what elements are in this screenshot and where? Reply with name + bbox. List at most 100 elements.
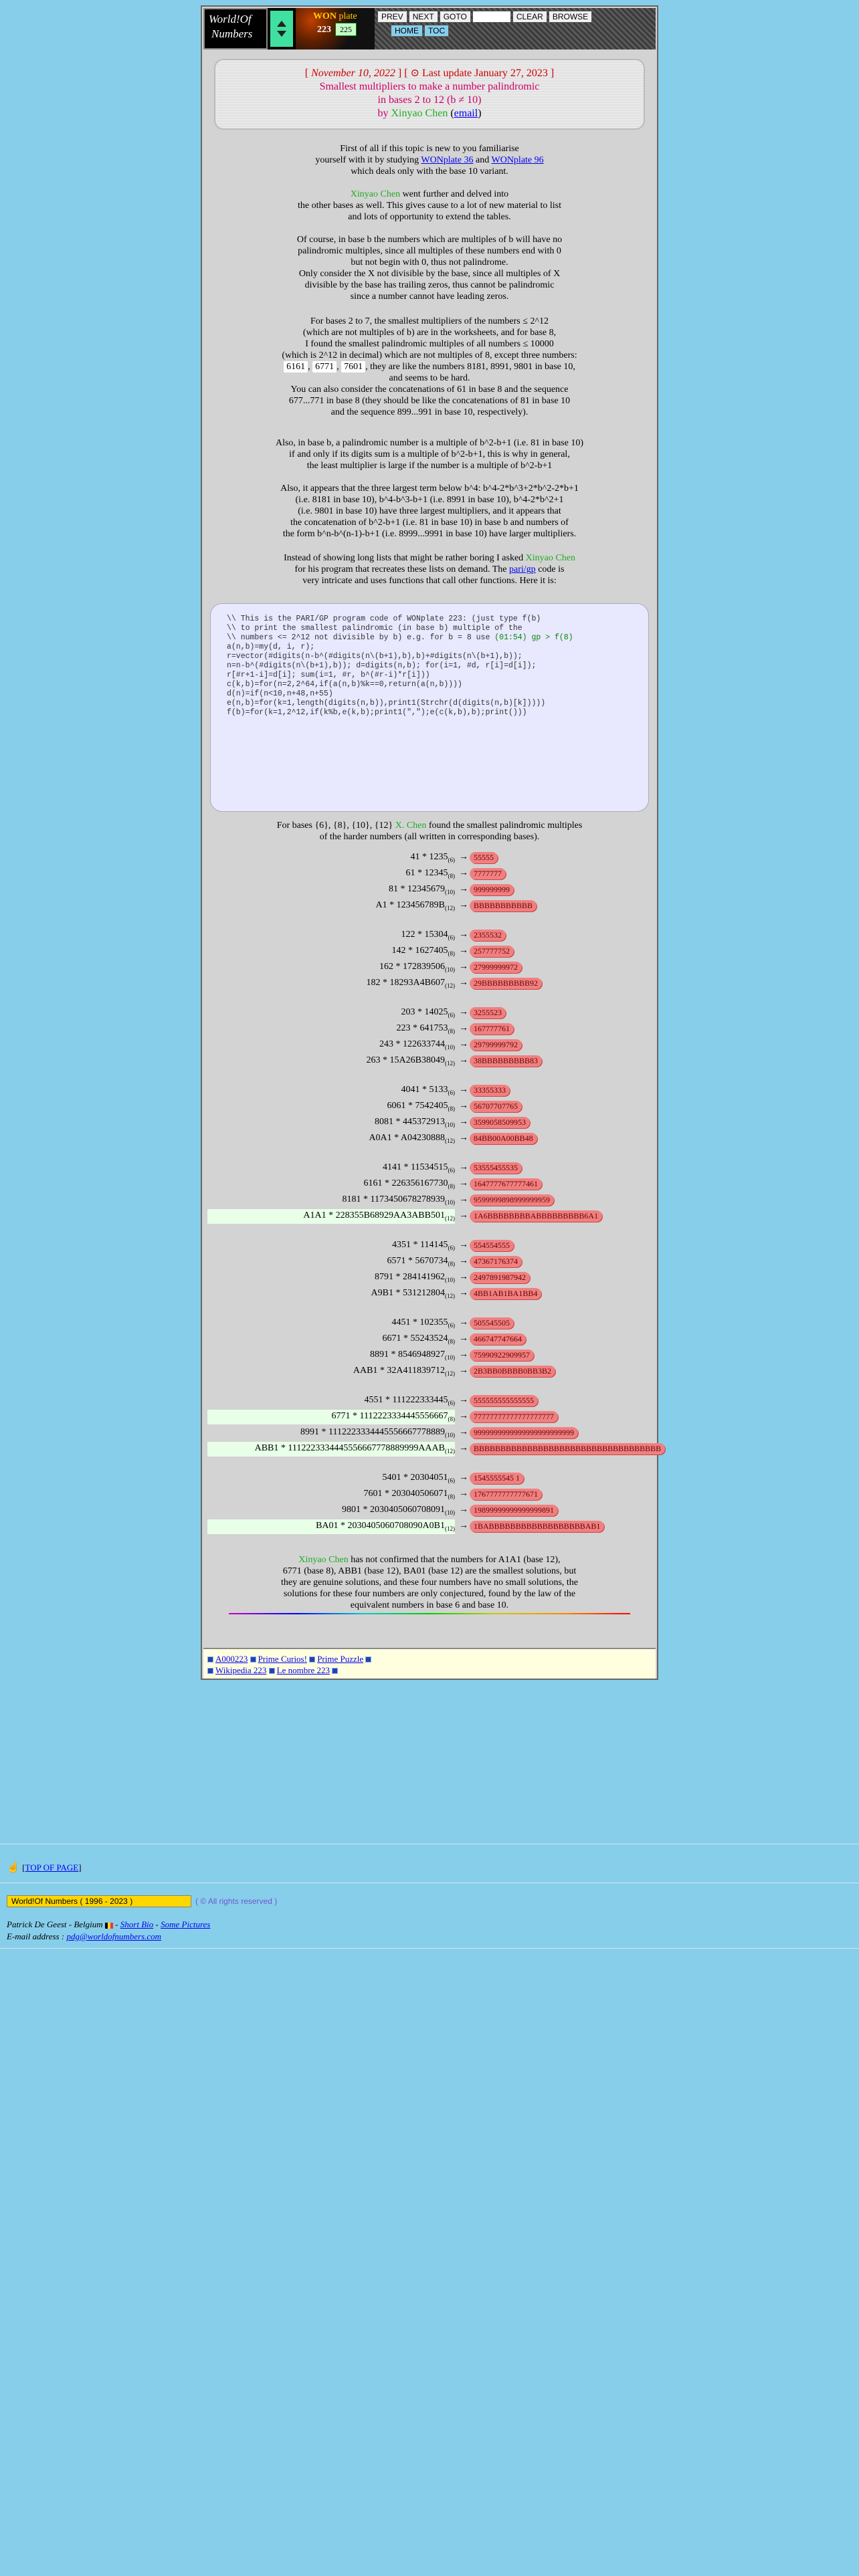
- toc-button[interactable]: TOC: [424, 25, 450, 37]
- prime-puzzle-link[interactable]: Prime Puzzle: [317, 1654, 364, 1664]
- arrow-right-icon: →: [459, 1473, 468, 1483]
- oeis-link[interactable]: A000223: [215, 1654, 248, 1664]
- code-line: r[#r+1-i]=d[i]; sum(i=1, #r, b^(#r-i)*r[…: [227, 671, 430, 679]
- belgium-flag-icon: [104, 1922, 113, 1929]
- base-subscript: (12): [445, 982, 455, 989]
- pari-gp-link[interactable]: pari/gp: [509, 564, 536, 574]
- top-nav: World!Of Numbers WON plate 223 225 PREV N…: [203, 8, 656, 49]
- won-plate-box: WON plate 223 225: [296, 8, 375, 49]
- text-fragment: for his program that recreates these lis…: [294, 564, 507, 574]
- goto-input[interactable]: [472, 11, 511, 23]
- clear-button[interactable]: CLEAR: [512, 11, 547, 23]
- short-bio-link[interactable]: Short Bio: [120, 1919, 154, 1929]
- palindrome-result: 257777752: [470, 946, 514, 957]
- top-of-page-link[interactable]: TOP OF PAGE: [25, 1862, 79, 1872]
- home-button[interactable]: HOME: [391, 25, 423, 37]
- palindrome-result: 53555455535: [470, 1162, 522, 1174]
- prime-curios-link[interactable]: Prime Curios!: [258, 1654, 307, 1664]
- arrow-right-icon: →: [459, 1395, 468, 1405]
- text-fragment: and: [476, 155, 490, 165]
- browse-button[interactable]: BROWSE: [548, 11, 593, 23]
- highlight-bg: [207, 1209, 455, 1224]
- result-row: 263 * 15A26B38049(12) → 38BBBBBBBBB83: [202, 1054, 657, 1069]
- arrow-up-icon[interactable]: [277, 21, 286, 27]
- wikipedia-link[interactable]: Wikipedia 223: [215, 1665, 267, 1675]
- email-link[interactable]: email: [454, 108, 478, 119]
- code-line: \\ numbers <= 2^12 not divisible by b) e…: [227, 633, 495, 642]
- nav-buttons: PREV NEXT GOTO CLEAR BROWSE HOME TOC: [375, 8, 656, 49]
- some-pictures-link[interactable]: Some Pictures: [161, 1919, 211, 1929]
- site-logo[interactable]: World!Of Numbers: [203, 8, 268, 49]
- text-line: the least multiplier is large if the num…: [306, 461, 553, 471]
- factor-expression: AAB1 * 32A411839712: [353, 1366, 445, 1376]
- text-fragment: Instead of showing long lists that might…: [284, 553, 524, 563]
- text-line: very intricate and uses functions that c…: [302, 576, 557, 586]
- factor-expression: 7601 * 203040506071: [363, 1489, 448, 1499]
- multiplication: 122 * 15304(6): [401, 930, 456, 941]
- factor-expression: BA01 * 2030405060708090A0B1: [316, 1521, 445, 1531]
- factor-expression: 9801 * 2030405060708091: [342, 1505, 445, 1515]
- le-nombre-link[interactable]: Le nombre 223: [276, 1665, 330, 1675]
- factor-expression: 6571 * 5670734: [387, 1256, 448, 1266]
- hard-number: 6161: [284, 361, 308, 372]
- arrow-down-icon[interactable]: [277, 31, 286, 37]
- next-button[interactable]: NEXT: [408, 11, 438, 23]
- palindrome-result: 1767777777777671: [470, 1489, 542, 1500]
- arrow-right-icon: →: [459, 852, 468, 862]
- email-label: E-mail address :: [7, 1931, 65, 1941]
- code-line: r=vector(#digits(n-b^(#digits(n\(b+1),b)…: [227, 652, 522, 661]
- goto-button[interactable]: GOTO: [439, 11, 471, 23]
- arrow-right-icon: →: [459, 1288, 468, 1298]
- arrow-right-icon: →: [459, 900, 468, 910]
- multiplication: 6061 * 7542405(8): [387, 1101, 456, 1112]
- wonplate-96-link[interactable]: WONplate 96: [491, 155, 544, 165]
- palindrome-result: 167777761: [470, 1023, 514, 1035]
- text-fragment: found the smallest palindromic multiples: [428, 821, 583, 831]
- factor-expression: 4451 * 102355: [391, 1317, 448, 1327]
- author-block: Patrick De Geest - Belgium - Short Bio -…: [7, 1919, 211, 1941]
- result-row: 162 * 172839506(10) → 27999999972: [202, 960, 657, 975]
- wonplate-36-link[interactable]: WONplate 36: [421, 155, 474, 165]
- base-subscript: (12): [445, 1059, 455, 1067]
- text-line: and lots of opportunity to extend the ta…: [348, 212, 511, 222]
- base-subscript: (8): [448, 1105, 456, 1112]
- result-row: A0A1 * A04230888(12) → 84BB00A00BB48: [202, 1132, 657, 1146]
- text-line: of the harder numbers (all written in co…: [319, 832, 540, 842]
- bullet-icon: [207, 1656, 213, 1663]
- text-fragment: code is: [538, 564, 565, 574]
- author-name: Xinyao Chen: [525, 553, 575, 563]
- base-subscript: (8): [448, 872, 456, 879]
- text-fragment: has not confirmed that the numbers for A…: [351, 1555, 561, 1565]
- plate-jump-input[interactable]: 225: [335, 23, 357, 36]
- arrow-right-icon: →: [459, 1366, 468, 1376]
- result-row: 4351 * 114145(6) → 554554555: [202, 1239, 657, 1253]
- result-row: 6061 * 7542405(8) → 56707707765: [202, 1099, 657, 1114]
- result-row: 61 * 12345(8) → 7777777: [202, 867, 657, 881]
- divider: [0, 1882, 859, 1883]
- palindrome-result: 3599058509953: [470, 1117, 530, 1128]
- multiplication: 8891 * 8546948927(10): [370, 1350, 455, 1361]
- code-line: \\ This is the PARI/GP program code of W…: [227, 615, 541, 623]
- rights-text: ( © All rights reserved ): [195, 1897, 278, 1906]
- arrow-right-icon: →: [459, 1505, 468, 1515]
- text-line: Also, it appears that the three largest …: [280, 484, 579, 494]
- conclusion: Xinyao Chen has not confirmed that the n…: [202, 1554, 657, 1611]
- palindrome-result: 38BBBBBBBBB83: [470, 1055, 543, 1067]
- palindrome-result: 29799999792: [470, 1039, 522, 1051]
- factor-expression: 6671 * 55243524: [382, 1333, 448, 1344]
- factor-expression: 122 * 15304: [401, 930, 448, 940]
- prev-button[interactable]: PREV: [377, 11, 407, 23]
- result-row: 6771 * 1112223334445556667(8) → 7777777777…: [202, 1410, 657, 1424]
- intro-paragraph-7: Instead of showing long lists that might…: [202, 552, 657, 586]
- highlight-bg: [207, 1442, 455, 1457]
- palindrome-result: 2355532: [470, 930, 506, 941]
- top-of-page: ☝ [TOP OF PAGE]: [7, 1862, 82, 1873]
- result-row: A1A1 * 228355B68929AA3ABB501(12) → 1A6BBBB…: [202, 1209, 657, 1224]
- text-line: and seems to be hard.: [389, 373, 470, 383]
- copyright-line: World!Of Numbers ( 1996 - 2023 ) ( © All …: [7, 1895, 277, 1907]
- arrow-right-icon: →: [459, 1489, 468, 1499]
- arrow-right-icon: →: [459, 1178, 468, 1188]
- base-subscript: (8): [448, 950, 456, 957]
- email-address-link[interactable]: pdg@worldofnumbers.com: [66, 1931, 162, 1941]
- result-row: 6161 * 226356167730(8) → 1647777677777461: [202, 1177, 657, 1192]
